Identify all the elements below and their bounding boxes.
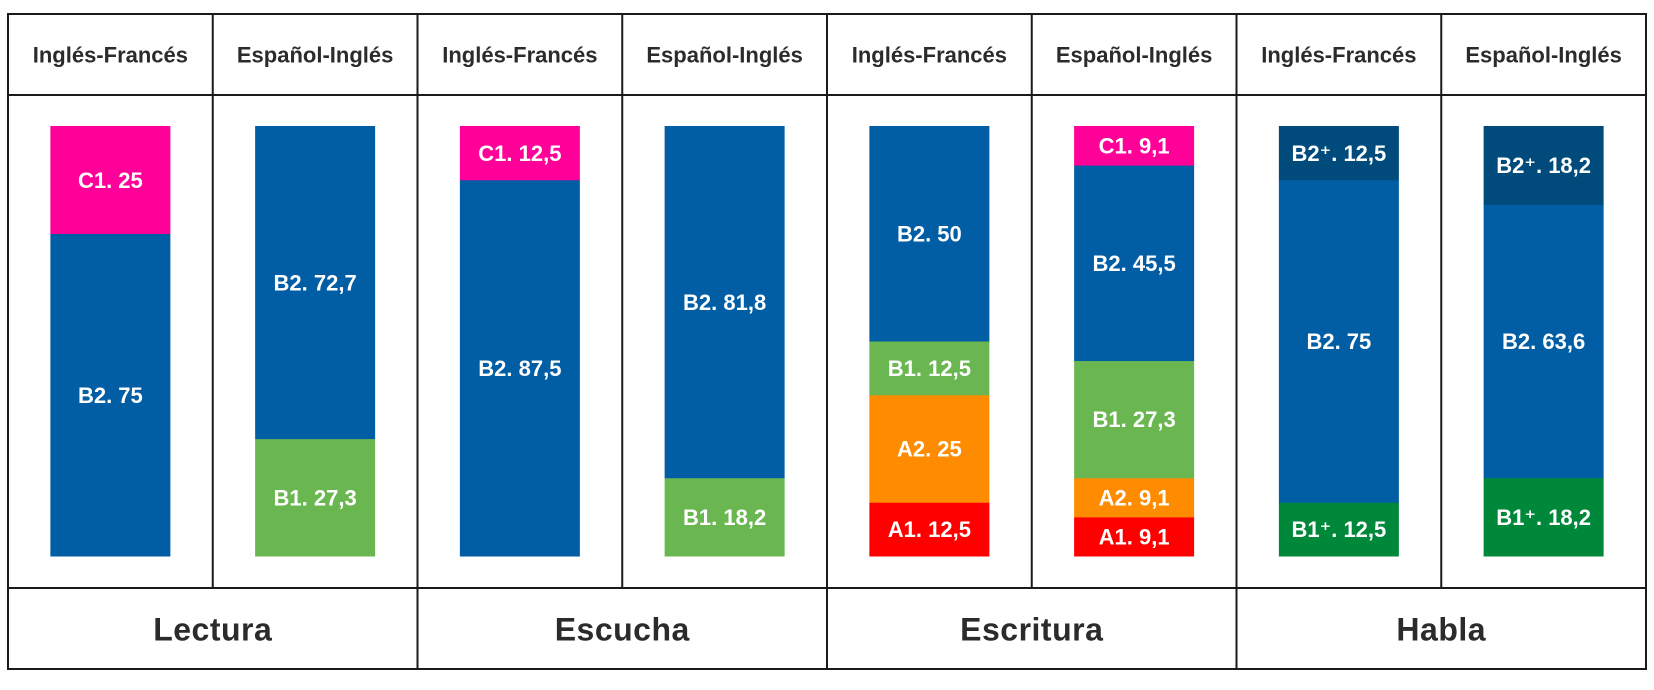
data-label: C1. 12,5 [478, 141, 561, 166]
bar-segment-b2 [50, 233, 171, 557]
data-label: A2. 25 [897, 437, 962, 462]
column-header-label: Español-Inglés [646, 43, 802, 68]
data-label: B2. 75 [78, 383, 143, 408]
data-label: B2. 75 [1306, 329, 1371, 354]
bar-segment-a1 [1074, 516, 1195, 557]
bar-segment-b2 [255, 126, 376, 440]
data-label: B2⁺. 12,5 [1291, 141, 1386, 166]
data-label: A1. 12,5 [888, 517, 971, 542]
data-label: B2. 63,6 [1502, 329, 1585, 354]
bar-segment-b1 [1074, 360, 1195, 479]
data-label: B1. 27,3 [1093, 407, 1176, 432]
bar-segment-b2 [1483, 204, 1604, 479]
data-label: B2. 45,5 [1093, 251, 1176, 276]
data-label: A1. 9,1 [1099, 524, 1170, 549]
bar-segment-c1 [459, 126, 580, 181]
data-label: B2. 72,7 [274, 270, 357, 295]
bar-segment-b2 [1074, 165, 1195, 362]
bar-segment-c1 [1074, 126, 1195, 166]
column-header-label: Español-Inglés [1056, 43, 1212, 68]
column-header-label: Inglés-Francés [852, 43, 1007, 68]
data-label: C1. 9,1 [1099, 134, 1170, 159]
group-label-1: Escucha [555, 612, 690, 648]
bar-segment-a1 [869, 502, 990, 557]
data-label: B2. 87,5 [478, 356, 561, 381]
bar-segment-a2 [869, 394, 990, 503]
data-label: B1⁺. 12,5 [1291, 517, 1386, 542]
bar-segment-b2plus [1483, 126, 1604, 205]
data-label: B2. 81,8 [683, 290, 766, 315]
bar-segment-b1 [664, 477, 785, 557]
bar-segment-b2plus [1278, 126, 1399, 181]
bar-segment-b2 [664, 126, 785, 479]
data-label: B1. 18,2 [683, 505, 766, 530]
data-label: B1⁺. 18,2 [1496, 505, 1591, 530]
bar-segment-b1 [869, 341, 990, 396]
column-header-label: Inglés-Francés [1261, 43, 1416, 68]
bar-segment-a2 [1074, 477, 1195, 518]
bar-segment-c1 [50, 126, 171, 234]
data-label: B2⁺. 18,2 [1496, 153, 1591, 178]
data-label: B1. 27,3 [274, 485, 357, 510]
column-header-label: Inglés-Francés [442, 43, 597, 68]
data-label: A2. 9,1 [1099, 485, 1170, 510]
bar-segment-b1plus [1278, 502, 1399, 557]
data-label: B2. 50 [897, 222, 962, 247]
bar-segment-b2 [1278, 179, 1399, 503]
group-label-3: Habla [1396, 612, 1486, 648]
data-label: B1. 12,5 [888, 356, 971, 381]
data-label: C1. 25 [78, 168, 143, 193]
column-header-label: Español-Inglés [237, 43, 393, 68]
group-label-2: Escritura [960, 612, 1103, 648]
bar-segment-b1plus [1483, 477, 1604, 557]
group-label-0: Lectura [153, 612, 272, 648]
bar-segment-b2 [869, 126, 990, 342]
column-header-label: Inglés-Francés [33, 43, 188, 68]
bar-segment-b1 [255, 438, 376, 557]
column-header-label: Español-Inglés [1465, 43, 1621, 68]
bar-segment-b2 [459, 179, 580, 557]
